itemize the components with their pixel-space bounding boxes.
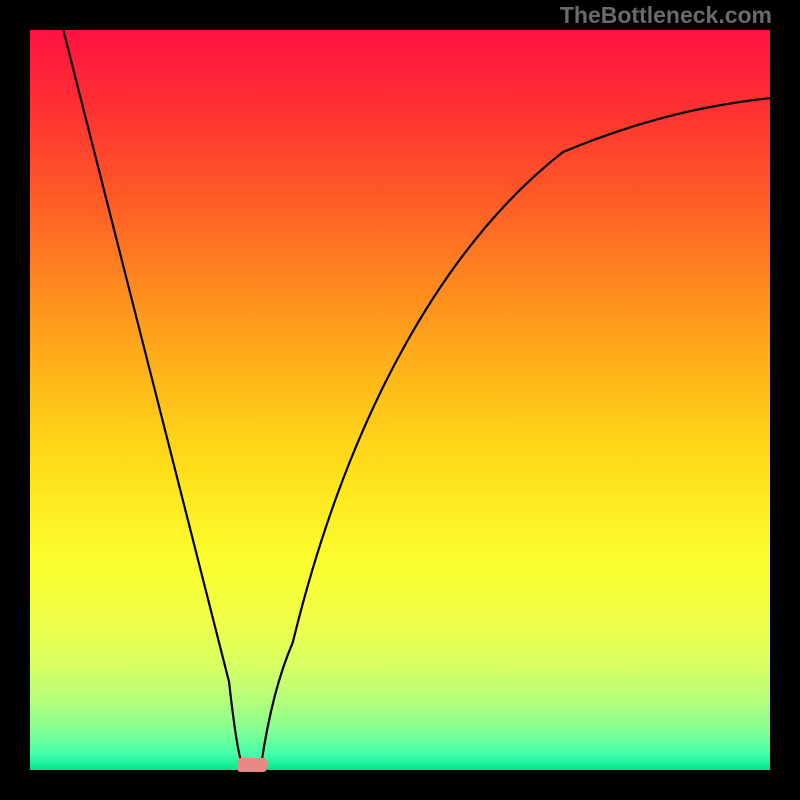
watermark-text: TheBottleneck.com (560, 2, 772, 29)
optimal-point-marker (237, 758, 267, 772)
bottleneck-chart: TheBottleneck.com (0, 0, 800, 800)
gradient-background (30, 30, 770, 770)
plot-area (30, 30, 770, 770)
